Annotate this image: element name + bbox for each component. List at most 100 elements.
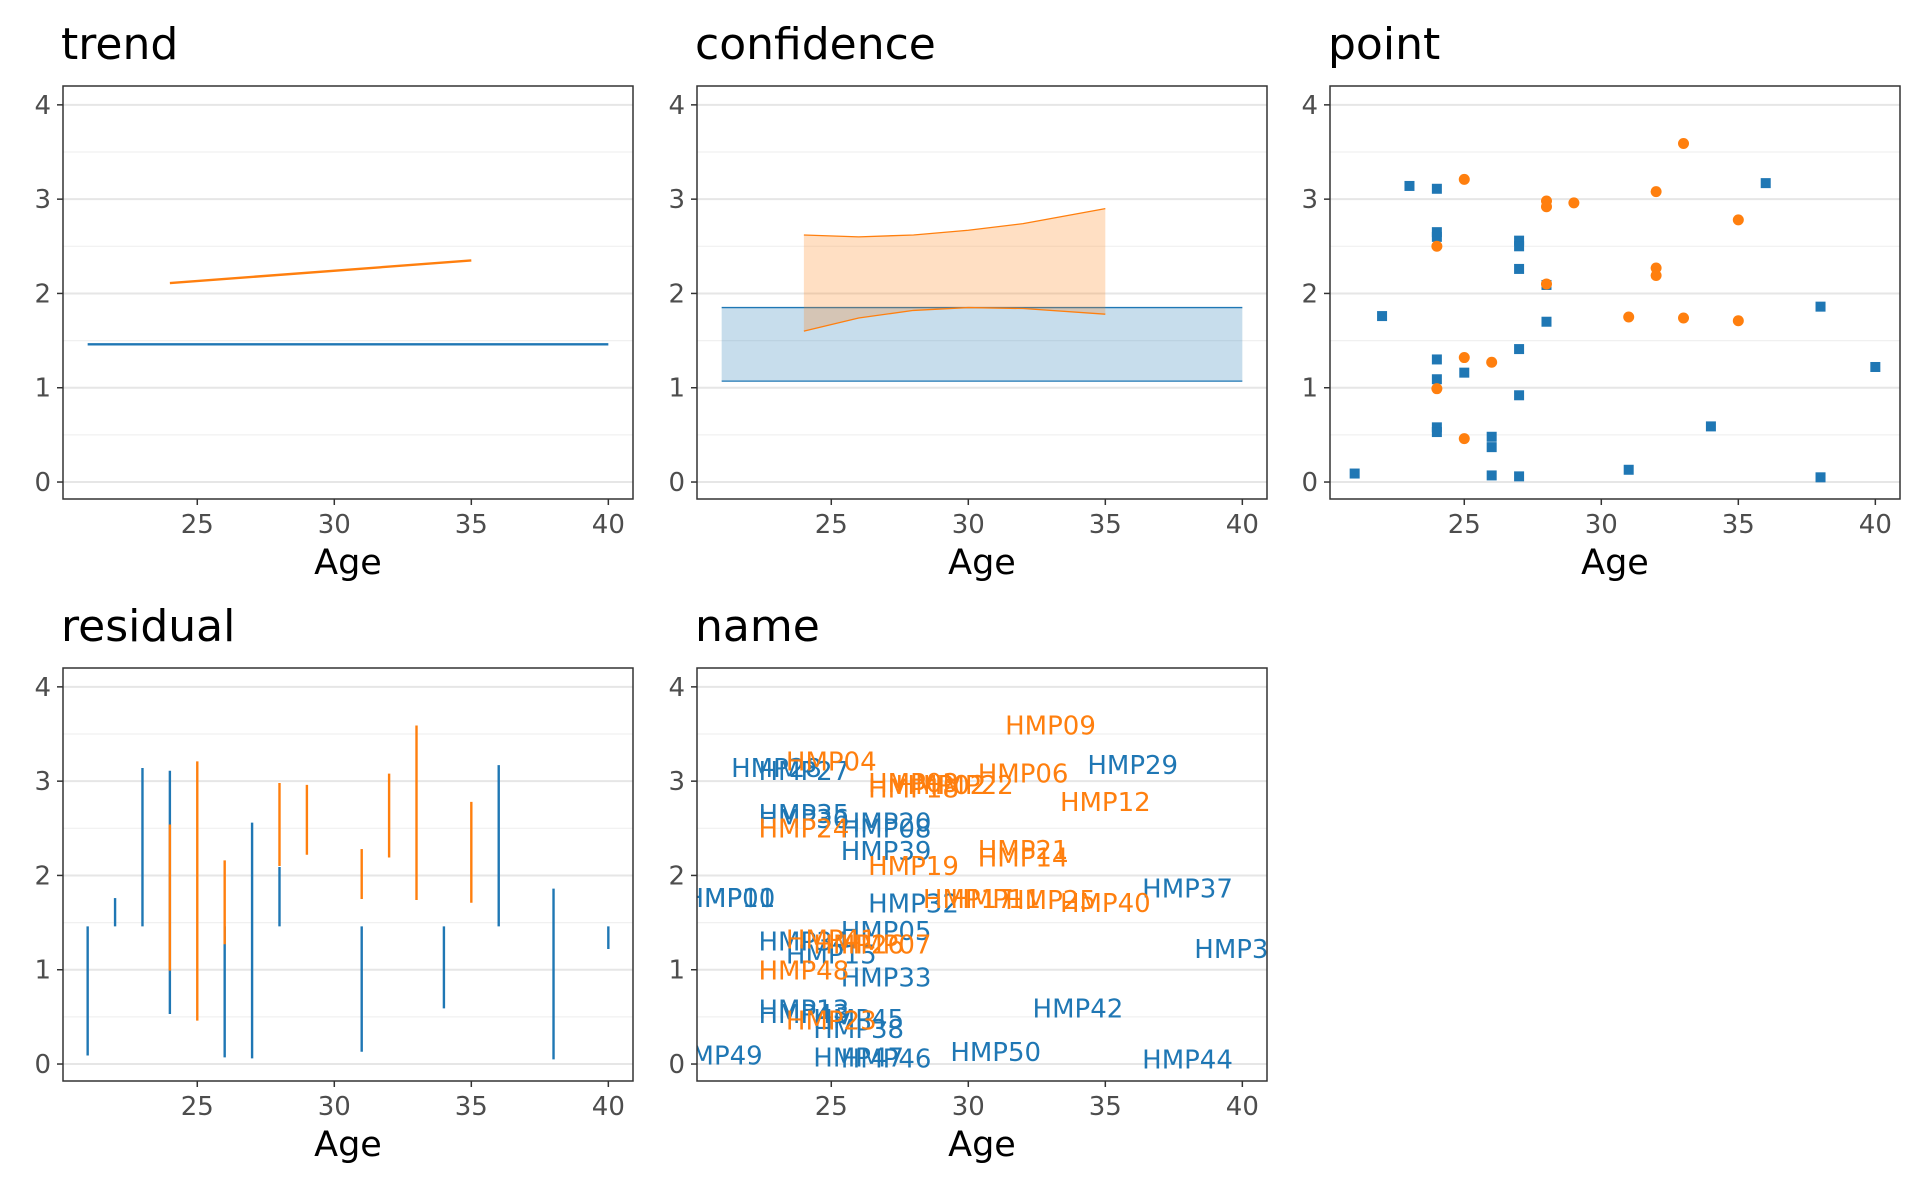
- point-name-label: HMP48: [759, 957, 850, 987]
- point-name-label: HMP46: [841, 1044, 932, 1074]
- point-name-label: HMP26: [813, 930, 904, 960]
- point-marker-square: [1404, 180, 1415, 191]
- point-name-label: HMP02: [896, 771, 987, 801]
- panel-title: confidence: [695, 19, 936, 70]
- y-tick-label: 4: [34, 91, 51, 121]
- point-name-label: HMP06: [978, 760, 1069, 790]
- y-tick-label: 0: [34, 1050, 51, 1080]
- point-marker-circle: [1678, 138, 1690, 150]
- point-marker-circle: [1431, 383, 1443, 395]
- point-name-label: HMP11: [950, 885, 1041, 915]
- point-name-label: HMP01: [685, 884, 776, 914]
- point-marker-square: [1486, 470, 1497, 481]
- point-marker-square: [1431, 374, 1442, 385]
- point-name-label: HMP45: [813, 1005, 904, 1035]
- y-tick-label: 4: [34, 673, 51, 703]
- point-name-label: HMP14: [978, 844, 1069, 874]
- point-name-label: HMP41: [786, 926, 877, 956]
- y-tick-label: 2: [34, 279, 51, 309]
- point-name-label: HMP03: [868, 769, 959, 799]
- confidence-band-series-1: [721, 307, 1243, 382]
- point-name-label: HMP40: [1060, 889, 1151, 919]
- point-marker-square: [1815, 301, 1826, 312]
- point-name-label: HMP28: [731, 754, 822, 784]
- point-marker-square: [1541, 316, 1552, 327]
- point-name-label: HMP24: [759, 814, 850, 844]
- x-tick-label: 35: [455, 1092, 488, 1122]
- x-axis-label: Age: [948, 1125, 1016, 1165]
- y-tick-label: 1: [668, 374, 685, 404]
- point-marker-circle: [1458, 173, 1470, 185]
- point-name-label: HMP38: [813, 1015, 904, 1045]
- point-marker-square: [1514, 235, 1525, 246]
- x-tick-label: 40: [592, 1092, 625, 1122]
- panel-border: [696, 85, 1268, 500]
- panel-title: residual: [61, 601, 235, 652]
- point-name-label: HMP44: [1142, 1045, 1233, 1075]
- y-tick-label: 0: [668, 1050, 685, 1080]
- panel-trend: trend 0 1 2 3 4 25 30 35 40 Age: [34, 19, 634, 583]
- point-name-label: HMP23: [786, 1007, 877, 1037]
- x-axis-label: Age: [314, 1125, 382, 1165]
- point-name-label: HMP43: [759, 1000, 850, 1030]
- x-tick-label: 25: [1448, 510, 1481, 540]
- y-tick-label: 4: [668, 91, 685, 121]
- panel-border: [1329, 85, 1901, 500]
- y-tick-label: 2: [34, 861, 51, 891]
- point-name-label: HMP21: [978, 836, 1069, 866]
- x-tick-label: 35: [1089, 510, 1122, 540]
- point-name-label: HMP08: [841, 814, 932, 844]
- point-marker-square: [1431, 183, 1442, 194]
- point-name-label: HMP13: [759, 995, 850, 1025]
- point-marker-circle: [1540, 201, 1552, 213]
- point-marker-square: [1459, 367, 1470, 378]
- point-name-label: MP49: [692, 1042, 763, 1072]
- point-marker-square: [1514, 471, 1525, 482]
- point-name-label: HMP19: [868, 852, 959, 882]
- x-tick-label: 40: [1226, 1092, 1259, 1122]
- x-tick-label: 35: [1089, 1092, 1122, 1122]
- y-tick-label: 4: [1301, 91, 1318, 121]
- y-tick-label: 1: [1301, 374, 1318, 404]
- x-tick-label: 40: [592, 510, 625, 540]
- x-tick-label: 25: [181, 1092, 214, 1122]
- point-name-label: HMP29: [1087, 751, 1178, 781]
- y-tick-label: 0: [668, 468, 685, 498]
- x-tick-label: 25: [815, 510, 848, 540]
- point-marker-circle: [1540, 278, 1552, 290]
- point-marker-square: [1431, 231, 1442, 242]
- point-name-label: HMP42: [1033, 994, 1124, 1024]
- point-marker-square: [1514, 263, 1525, 274]
- point-marker-square: [1486, 442, 1497, 453]
- y-tick-label: 0: [1301, 468, 1318, 498]
- y-tick-label: 3: [668, 185, 685, 215]
- confidence-band-series-2: [803, 208, 1106, 332]
- point-marker-square: [1377, 311, 1388, 322]
- point-marker-square: [1815, 472, 1826, 483]
- point-marker-circle: [1650, 270, 1662, 282]
- trend-line-series-2: [169, 259, 472, 285]
- point-name-label: HMP22: [923, 771, 1014, 801]
- point-marker-circle: [1568, 197, 1580, 209]
- point-marker-circle: [1458, 433, 1470, 445]
- point-name-label: HMP47: [813, 1043, 904, 1073]
- point-name-label: HMP15: [786, 941, 877, 971]
- y-tick-label: 2: [668, 861, 685, 891]
- x-tick-label: 25: [815, 1092, 848, 1122]
- point-name-label: HMP04: [786, 747, 877, 777]
- panel-title: trend: [61, 19, 178, 70]
- panel-title: point: [1328, 19, 1440, 70]
- x-tick-label: 30: [318, 1092, 351, 1122]
- x-tick-label: 35: [1722, 510, 1755, 540]
- point-marker-circle: [1650, 262, 1662, 274]
- point-marker-square: [1349, 468, 1360, 479]
- panel-border: [62, 85, 634, 500]
- y-tick-label: 2: [1301, 279, 1318, 309]
- panel-plot-area: [87, 259, 609, 346]
- x-tick-label: 40: [1226, 510, 1259, 540]
- point-marker-square: [1431, 354, 1442, 365]
- point-marker-circle: [1678, 312, 1690, 324]
- point-name-label: HMP18: [868, 775, 959, 805]
